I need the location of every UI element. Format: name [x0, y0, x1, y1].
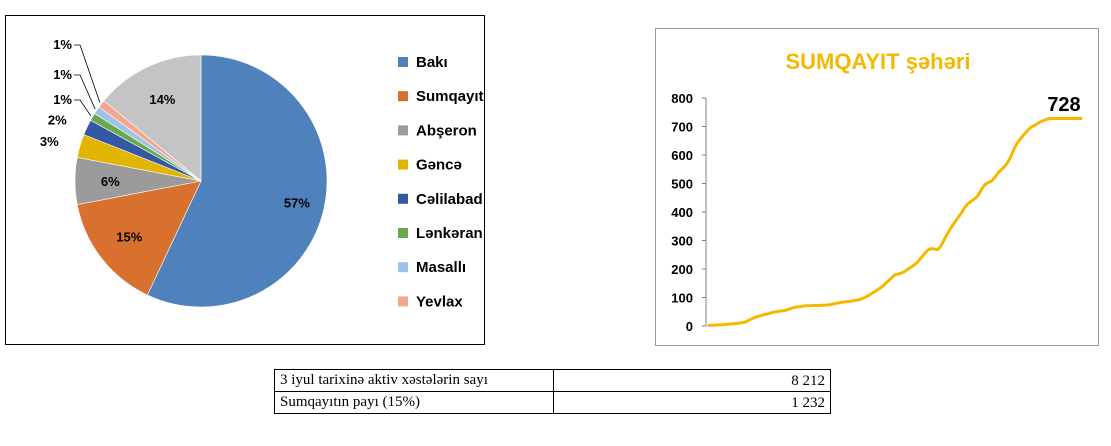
stats-table: 3 iyul tarixinə aktiv xəstələrin sayı 8 … [274, 369, 831, 414]
pie-slice [146, 54, 328, 308]
y-tick-label: 100 [671, 291, 693, 306]
data-label: 14% [149, 92, 175, 107]
legend-label: Sumqayıt [416, 88, 484, 105]
y-tick-label: 700 [671, 120, 693, 135]
line-chart-panel: SUMQAYIT şəhəri 728 0 100 200 300 400 500 600 7… [655, 28, 1099, 346]
y-tick-label: 400 [671, 205, 693, 220]
y-tick-label: 200 [671, 262, 693, 277]
legend-swatch [398, 57, 408, 67]
line-chart: SUMQAYIT şəhəri 728 0 100 200 300 400 500 600 7… [671, 49, 1083, 334]
table-row: 3 iyul tarixinə aktiv xəstələrin sayı 8 … [274, 369, 831, 392]
legend-swatch [398, 91, 408, 102]
table-cell-value: 8 212 [553, 369, 831, 392]
leader-line [74, 44, 101, 103]
legend-label: Cəlilabad [416, 191, 483, 208]
data-label: 1% [53, 37, 72, 52]
pie-chart-panel: 57% 15% 6% 3% 2% 1% 1% 1% 14% Bakı Sumqayıt Abşeron… [5, 15, 485, 345]
legend-label: Bakı [416, 54, 448, 71]
series-line [707, 117, 1083, 327]
pie-slice [103, 54, 202, 182]
legend-swatch [398, 125, 408, 136]
legend-swatch [398, 159, 408, 170]
legend-swatch [398, 228, 408, 238]
leader-line [74, 74, 96, 110]
legend-swatch [398, 296, 408, 307]
legend-swatch [398, 262, 408, 273]
pie-slice [76, 180, 202, 296]
end-value-label: 728 [1047, 94, 1080, 116]
legend-label: Gəncə [416, 157, 462, 174]
table-cell-value: 1 232 [553, 391, 831, 414]
legend-label: Abşeron [416, 122, 477, 139]
chart-title: SUMQAYIT şəhəri [785, 49, 970, 74]
data-label: 3% [40, 134, 59, 149]
y-tick-label: 300 [671, 234, 693, 249]
data-label: 2% [48, 113, 67, 128]
data-label: 15% [116, 230, 142, 245]
data-label: 1% [53, 92, 72, 107]
table-cell-label: 3 iyul tarixinə aktiv xəstələrin sayı [274, 369, 554, 392]
y-tick-label: 600 [671, 148, 693, 163]
y-tick-label: 0 [686, 319, 693, 334]
leader-line [74, 99, 92, 117]
y-tick-label: 500 [671, 177, 693, 192]
y-tick-label: 800 [671, 91, 693, 106]
legend-label: Yevlax [416, 293, 463, 310]
legend-swatch [398, 193, 408, 204]
data-label: 1% [53, 67, 72, 82]
table-row: Sumqayıtın payı (15%) 1 232 [274, 391, 831, 414]
data-label: 6% [101, 174, 120, 189]
table-cell-label: Sumqayıtın payı (15%) [274, 391, 554, 414]
data-label: 57% [284, 195, 310, 210]
legend-label: Masallı [416, 259, 466, 276]
pie-chart: 57% 15% 6% 3% 2% 1% 1% 1% 14% Bakı Sumqayıt Abşeron… [40, 37, 484, 310]
legend-label: Lənkəran [416, 225, 483, 242]
